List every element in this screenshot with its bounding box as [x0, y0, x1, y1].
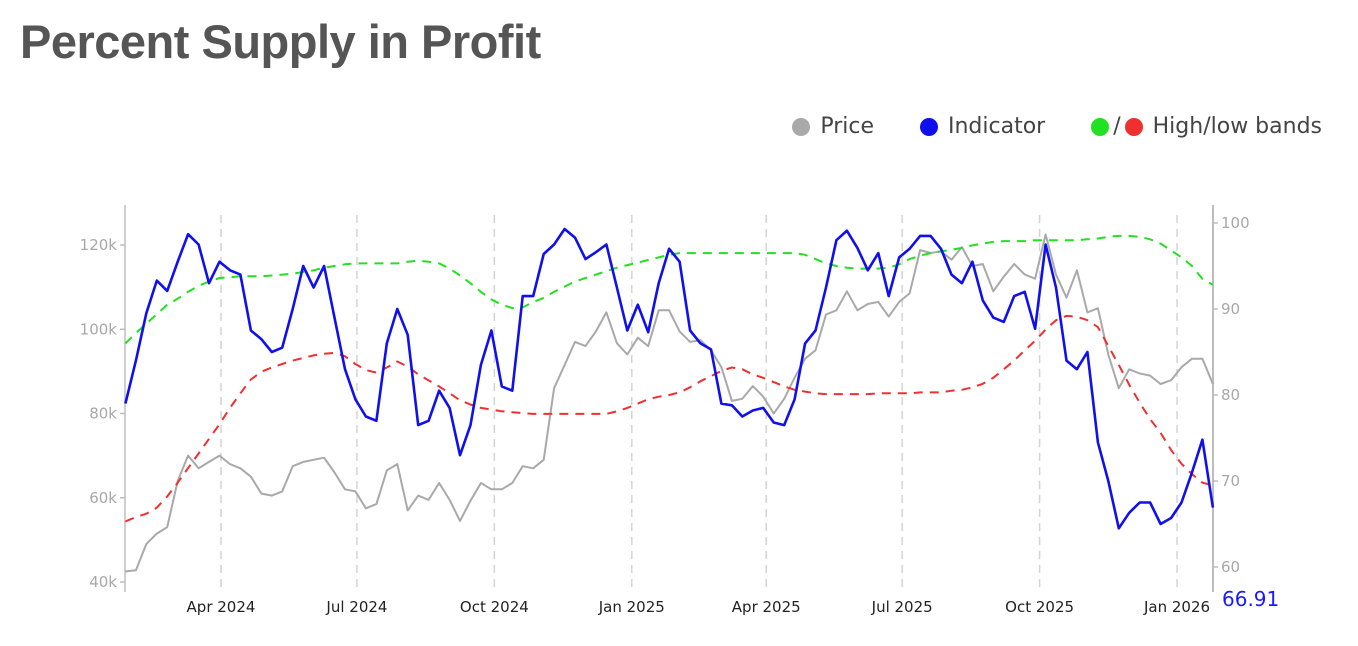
right-axis-tick-label: 100: [1221, 214, 1250, 232]
axes: [120, 205, 1218, 592]
left-axis-tick-label: 80k: [89, 405, 117, 423]
x-tick-label: Jul 2024: [325, 598, 387, 616]
series-lines: [124, 227, 1215, 573]
series-line-price: [125, 233, 1214, 573]
x-tick-label: Oct 2025: [1005, 598, 1074, 616]
axis-labels: Apr 2024 Jul 2024 Oct 2024 Jan 2025 Apr 2025…: [80, 214, 1280, 616]
left-axis-tick-label: 100k: [80, 320, 118, 338]
high-band-dot-icon: [1091, 117, 1110, 136]
left-axis-tick-label: 60k: [89, 489, 117, 507]
legend-item-bands[interactable]: / High/low bands: [1091, 114, 1322, 139]
page-title: Percent Supply in Profit: [20, 15, 541, 68]
right-axis-tick-label: 60: [1221, 558, 1240, 576]
x-tick-label: Apr 2025: [732, 598, 801, 616]
legend-item-indicator[interactable]: Indicator: [920, 114, 1045, 139]
x-tick-label: Jan 2026: [1143, 598, 1210, 616]
chart-legend: Price Indicator / High/low bands: [746, 114, 1322, 139]
legend-item-price[interactable]: Price: [792, 114, 874, 139]
series-line-indicator: [124, 227, 1215, 530]
x-tick-label: Apr 2024: [187, 598, 256, 616]
legend-label-indicator: Indicator: [948, 114, 1046, 139]
x-tick-label: Oct 2024: [460, 598, 529, 616]
indicator-last-value-label: 66.91: [1222, 587, 1279, 611]
series-line-low-band: [125, 314, 1214, 523]
right-axis-tick-label: 90: [1221, 300, 1240, 318]
left-axis-tick-label: 120k: [80, 236, 118, 254]
left-axis-tick-label: 40k: [89, 573, 117, 591]
indicator-dot-icon: [920, 117, 938, 136]
right-axis-tick-label: 80: [1221, 386, 1240, 404]
price-dot-icon: [792, 117, 811, 136]
legend-separator: /: [1113, 114, 1121, 139]
legend-label-bands: High/low bands: [1152, 114, 1322, 139]
x-tick-label: Jul 2025: [871, 598, 933, 616]
right-axis-tick-label: 70: [1221, 472, 1240, 490]
gridlines: [220, 215, 1178, 592]
legend-label-price: Price: [820, 114, 874, 139]
x-tick-label: Jan 2025: [598, 598, 665, 616]
low-band-dot-icon: [1124, 117, 1143, 136]
